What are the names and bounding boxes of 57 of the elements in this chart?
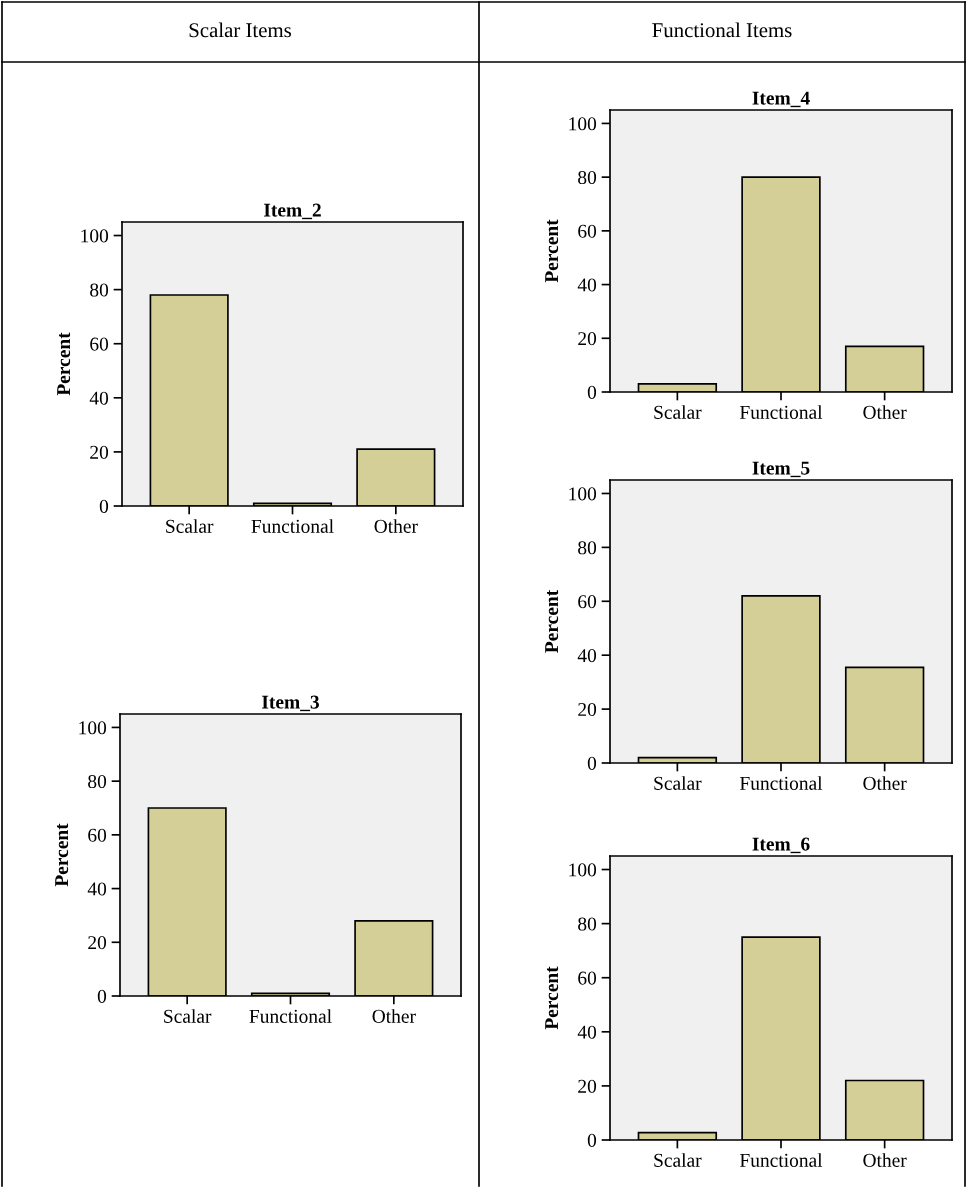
y-tick-label: 20 (578, 1079, 597, 1093)
x-tick-label: Other (374, 519, 418, 533)
y-tick-label: 20 (90, 445, 109, 459)
y-tick-label: 100 (79, 721, 107, 735)
y-tick-label: 0 (97, 989, 107, 1003)
y-axis-title: Percent (545, 219, 559, 283)
y-tick-label: 40 (577, 278, 597, 292)
y-axis-title: Percent (545, 589, 559, 653)
x-tick-label: Scalar (654, 776, 702, 790)
y-tick-label: 60 (90, 337, 109, 351)
text: Functional Items (652, 22, 792, 38)
x-tick-label: Functional (739, 776, 823, 790)
y-tick-label: 40 (89, 391, 109, 405)
y-axis-title: Percent (55, 823, 69, 887)
x-tick-label: Other (863, 405, 907, 419)
x-tick-label: Other (863, 776, 907, 790)
y-tick-label: 100 (81, 229, 109, 243)
y-tick-label: 20 (578, 702, 597, 717)
y-axis-title: Percent (545, 966, 559, 1030)
y-axis-title: Percent (57, 332, 71, 396)
y-tick-label: 0 (587, 756, 597, 770)
chart-title: Item_5 (752, 461, 810, 478)
x-tick-label: Functional (251, 519, 334, 533)
y-tick-label: 80 (578, 541, 597, 555)
y-tick-label: 60 (578, 224, 597, 238)
y-tick-label: 80 (578, 170, 597, 185)
y-tick-label: 0 (587, 1133, 597, 1147)
y-tick-label: 60 (578, 595, 597, 609)
x-tick-label: Scalar (654, 1153, 702, 1167)
x-tick-label: Scalar (166, 519, 214, 533)
y-tick-label: 20 (578, 332, 597, 346)
y-tick-label: 60 (578, 971, 597, 985)
text: Scalar Items (189, 22, 292, 38)
y-tick-label: 80 (90, 283, 109, 297)
y-tick-label: 0 (587, 385, 597, 399)
y-tick-label: 20 (88, 936, 107, 950)
chart-title: Item_6 (752, 837, 810, 854)
y-tick-label: 80 (578, 917, 597, 931)
y-tick-label: 100 (569, 487, 597, 501)
chart-title: Item_2 (264, 203, 321, 220)
y-tick-label: 60 (88, 828, 107, 842)
y-tick-label: 0 (99, 499, 109, 513)
y-tick-label: 40 (87, 882, 107, 896)
x-tick-label: Functional (249, 1009, 332, 1023)
chart-title: Item_3 (262, 695, 319, 712)
y-tick-label: 40 (577, 1025, 597, 1039)
x-tick-label: Scalar (654, 405, 702, 419)
y-tick-label: 40 (577, 649, 597, 663)
x-tick-label: Functional (739, 1153, 823, 1167)
y-tick-label: 80 (88, 774, 107, 789)
x-tick-label: Functional (739, 405, 823, 419)
y-tick-label: 100 (569, 117, 597, 131)
y-tick-label: 100 (569, 863, 597, 877)
x-tick-label: Other (372, 1009, 416, 1023)
chart-title: Item_4 (752, 91, 810, 108)
x-tick-label: Other (863, 1153, 907, 1167)
x-tick-label: Scalar (164, 1009, 212, 1023)
